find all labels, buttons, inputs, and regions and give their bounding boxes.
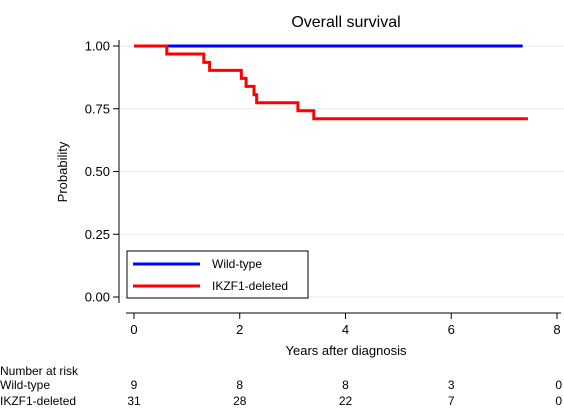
legend-box xyxy=(126,250,309,299)
risk-count: 7 xyxy=(448,394,455,408)
y-tick-label: 0.50 xyxy=(85,164,110,179)
y-tick-label: 1.00 xyxy=(85,39,110,54)
x-axis-label: Years after diagnosis xyxy=(286,343,407,358)
risk-count: 3 xyxy=(448,378,455,392)
x-tick-label: 8 xyxy=(553,322,560,337)
number-at-risk-table: Number at risk Wild-type 9 8 8 3 0 IKZF1-delet… xyxy=(0,364,562,408)
risk-count: 0 xyxy=(555,378,562,392)
x-tick-label: 0 xyxy=(130,322,137,337)
risk-count: 8 xyxy=(342,378,349,392)
x-tick-label: 6 xyxy=(448,322,455,337)
risk-row-label: IKZF1-deleted xyxy=(0,394,76,408)
risk-count: 28 xyxy=(233,394,247,408)
x-tick-label: 2 xyxy=(236,322,243,337)
y-tick-label: 0.00 xyxy=(85,290,110,305)
risk-table-header: Number at risk xyxy=(0,364,79,378)
legend-label-ikzf1-deleted: IKZF1-deleted xyxy=(212,279,288,293)
risk-count: 0 xyxy=(555,394,562,408)
chart-title: Overall survival xyxy=(291,14,400,31)
legend-label-wild-type: Wild-type xyxy=(212,257,262,271)
y-axis-label: Probability xyxy=(55,141,70,202)
risk-count: 22 xyxy=(339,394,353,408)
y-tick-label: 0.75 xyxy=(85,101,110,116)
legend: Wild-type IKZF1-deleted xyxy=(126,250,309,299)
risk-row-label: Wild-type xyxy=(0,378,50,392)
x-tick-label: 4 xyxy=(342,322,349,337)
series-line-ikzf1-deleted xyxy=(134,44,528,121)
risk-count: 31 xyxy=(127,394,141,408)
risk-count: 8 xyxy=(236,378,243,392)
axes: 0.00 0.25 0.50 0.75 1.00 0 2 4 6 8 xyxy=(85,39,561,337)
y-tick-label: 0.25 xyxy=(85,227,110,242)
series-lines xyxy=(134,44,528,121)
risk-count: 9 xyxy=(131,378,138,392)
